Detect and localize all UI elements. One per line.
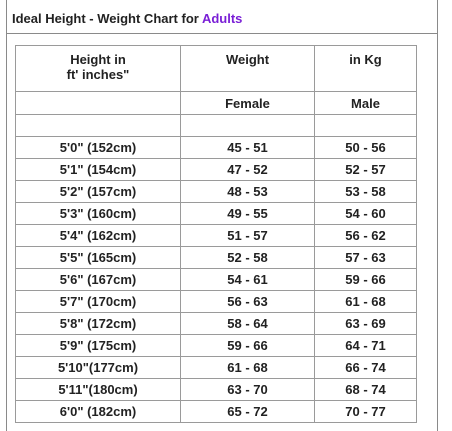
height-cell: 5'9" (175cm) — [15, 334, 181, 357]
male-weight-cell: 59 - 66 — [314, 268, 417, 291]
male-weight-cell: 61 - 68 — [314, 290, 417, 313]
female-weight-cell: 48 - 53 — [180, 180, 315, 203]
weight-header: Weight — [180, 45, 315, 92]
female-weight-cell: 59 - 66 — [180, 334, 315, 357]
male-weight-cell: 52 - 57 — [314, 158, 417, 181]
header-row: Height in ft' inches" Weight in Kg — [15, 45, 417, 92]
table-row: 5'3" (160cm) 49 - 55 54 - 60 — [15, 202, 417, 225]
height-cell: 5'8" (172cm) — [15, 312, 181, 335]
table-row: 6'0" (182cm) 65 - 72 70 - 77 — [15, 400, 417, 423]
female-weight-cell: 58 - 64 — [180, 312, 315, 335]
male-weight-cell: 57 - 63 — [314, 246, 417, 269]
title-prefix: Ideal Height - Weight Chart for — [12, 11, 202, 26]
male-weight-cell: 53 - 58 — [314, 180, 417, 203]
female-weight-cell: 54 - 61 — [180, 268, 315, 291]
male-weight-cell: 56 - 62 — [314, 224, 417, 247]
page-title: Ideal Height - Weight Chart for Adults — [12, 11, 242, 26]
female-weight-cell: 49 - 55 — [180, 202, 315, 225]
height-cell: 6'0" (182cm) — [15, 400, 181, 423]
table-row: 5'7" (170cm) 56 - 63 61 - 68 — [15, 290, 417, 313]
spacer-row — [15, 114, 417, 137]
male-weight-cell: 64 - 71 — [314, 334, 417, 357]
table-row: 5'0" (152cm) 45 - 51 50 - 56 — [15, 136, 417, 159]
table-row: 5'4" (162cm) 51 - 57 56 - 62 — [15, 224, 417, 247]
table-row: 5'2" (157cm) 48 - 53 53 - 58 — [15, 180, 417, 203]
spacer-cell — [15, 114, 181, 137]
height-cell: 5'3" (160cm) — [15, 202, 181, 225]
height-cell: 5'11"(180cm) — [15, 378, 181, 401]
male-weight-cell: 63 - 69 — [314, 312, 417, 335]
height-cell: 5'4" (162cm) — [15, 224, 181, 247]
height-header-line2: ft' inches" — [66, 67, 130, 82]
female-weight-cell: 61 - 68 — [180, 356, 315, 379]
height-weight-table: Height in ft' inches" Weight in Kg Femal… — [15, 45, 417, 423]
female-weight-cell: 52 - 58 — [180, 246, 315, 269]
title-divider — [6, 33, 438, 34]
female-header: Female — [180, 91, 315, 115]
table-row: 5'9" (175cm) 59 - 66 64 - 71 — [15, 334, 417, 357]
height-cell: 5'1" (154cm) — [15, 158, 181, 181]
spacer-cell — [314, 114, 417, 137]
height-cell: 5'6" (167cm) — [15, 268, 181, 291]
height-cell: 5'2" (157cm) — [15, 180, 181, 203]
spacer-cell — [180, 114, 315, 137]
height-cell: 5'10"(177cm) — [15, 356, 181, 379]
female-weight-cell: 45 - 51 — [180, 136, 315, 159]
male-weight-cell: 54 - 60 — [314, 202, 417, 225]
table-row: 5'6" (167cm) 54 - 61 59 - 66 — [15, 268, 417, 291]
subheader-blank-cell — [15, 91, 181, 115]
female-weight-cell: 63 - 70 — [180, 378, 315, 401]
kg-header: in Kg — [314, 45, 417, 92]
female-weight-cell: 65 - 72 — [180, 400, 315, 423]
title-accent: Adults — [201, 11, 243, 26]
subheader-row: Female Male — [15, 91, 417, 115]
page-frame — [6, 0, 438, 431]
male-weight-cell: 68 - 74 — [314, 378, 417, 401]
height-cell: 5'7" (170cm) — [15, 290, 181, 313]
table-row: 5'1" (154cm) 47 - 52 52 - 57 — [15, 158, 417, 181]
male-weight-cell: 66 - 74 — [314, 356, 417, 379]
height-cell: 5'5" (165cm) — [15, 246, 181, 269]
male-weight-cell: 50 - 56 — [314, 136, 417, 159]
height-header: Height in ft' inches" — [15, 45, 181, 92]
table-row: 5'11"(180cm) 63 - 70 68 - 74 — [15, 378, 417, 401]
height-cell: 5'0" (152cm) — [15, 136, 181, 159]
male-header: Male — [314, 91, 417, 115]
table-row: 5'10"(177cm) 61 - 68 66 - 74 — [15, 356, 417, 379]
table-row: 5'8" (172cm) 58 - 64 63 - 69 — [15, 312, 417, 335]
height-header-line1: Height in — [70, 52, 126, 67]
female-weight-cell: 56 - 63 — [180, 290, 315, 313]
table-row: 5'5" (165cm) 52 - 58 57 - 63 — [15, 246, 417, 269]
female-weight-cell: 47 - 52 — [180, 158, 315, 181]
female-weight-cell: 51 - 57 — [180, 224, 315, 247]
male-weight-cell: 70 - 77 — [314, 400, 417, 423]
